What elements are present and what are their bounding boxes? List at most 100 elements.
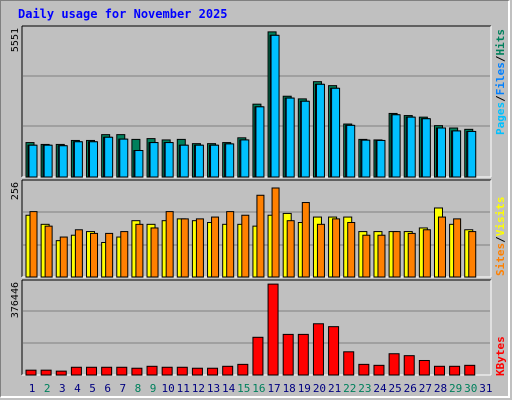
- bar-sites: [165, 211, 174, 278]
- bar-kbytes: [373, 364, 385, 376]
- bar-kbytes: [176, 366, 188, 376]
- bar-pages: [361, 139, 371, 178]
- bar-pages: [164, 142, 174, 178]
- bar-kbytes: [449, 365, 461, 376]
- bar-sites: [120, 231, 129, 278]
- bar-pages: [58, 145, 68, 178]
- bar-pages: [194, 144, 204, 178]
- bar-pages: [240, 139, 250, 178]
- bar-kbytes: [86, 366, 98, 376]
- x-tick-label: 17: [267, 382, 280, 395]
- chart-title: Daily usage for November 2025: [18, 7, 228, 21]
- bar-sites: [29, 211, 38, 278]
- bar-pages: [134, 150, 144, 178]
- legend-label-kbytes: KBytes: [494, 336, 507, 376]
- bar-kbytes: [433, 365, 445, 376]
- bar-sites: [150, 227, 159, 278]
- y-max-label: 376446: [10, 282, 21, 318]
- bar-sites: [195, 218, 204, 278]
- bar-pages: [421, 118, 431, 178]
- bar-kbytes: [388, 353, 400, 376]
- x-tick-label: 3: [59, 382, 66, 395]
- x-tick-label: 19: [298, 382, 311, 395]
- bar-kbytes: [282, 333, 294, 376]
- bar-pages: [406, 116, 416, 178]
- bar-kbytes: [207, 367, 219, 376]
- legend-label-pages: Pages: [494, 102, 507, 135]
- legend-top: Pages/Files/Hits: [494, 29, 507, 135]
- bar-sites: [286, 220, 295, 278]
- bar-pages: [300, 100, 310, 178]
- bar-sites: [44, 225, 53, 278]
- x-tick-label: 14: [222, 382, 236, 395]
- legend-middle: Sites/Visits: [494, 197, 507, 277]
- bar-sites: [59, 236, 68, 278]
- x-tick-label: 6: [104, 382, 111, 395]
- legend-label-sites: Sites: [494, 243, 507, 276]
- bar-pages: [179, 144, 189, 178]
- bar-pages: [467, 130, 477, 178]
- bar-sites: [362, 234, 371, 278]
- bar-kbytes: [418, 359, 430, 376]
- x-tick-label: 9: [150, 382, 157, 395]
- bar-sites: [74, 229, 83, 278]
- x-tick-label: 16: [252, 382, 265, 395]
- bar-kbytes: [464, 364, 476, 376]
- x-tick-label: 8: [135, 382, 142, 395]
- x-tick-label: 30: [464, 382, 477, 395]
- bar-kbytes: [40, 369, 52, 376]
- bar-pages: [149, 142, 159, 178]
- bar-kbytes: [25, 369, 37, 376]
- x-tick-label: 7: [119, 382, 126, 395]
- x-tick-label: 10: [162, 382, 175, 395]
- x-tick-label: 28: [434, 382, 447, 395]
- bar-kbytes: [222, 365, 234, 376]
- bar-pages: [315, 83, 325, 178]
- bar-kbytes: [191, 367, 203, 376]
- x-tick-label: 25: [388, 382, 401, 395]
- bar-kbytes: [252, 336, 264, 376]
- bar-sites: [271, 187, 280, 278]
- bar-kbytes: [237, 363, 249, 376]
- bar-pages: [73, 141, 83, 178]
- legend-label-hits: Hits: [494, 29, 507, 56]
- bar-kbytes: [343, 351, 355, 376]
- bar-pages: [255, 106, 265, 178]
- x-tick-label: 24: [373, 382, 387, 395]
- bar-kbytes: [312, 323, 324, 376]
- legend-separator: /: [494, 55, 507, 62]
- bar-sites: [347, 222, 356, 278]
- bar-pages: [225, 143, 235, 178]
- bar-kbytes: [55, 370, 67, 376]
- bar-pages: [452, 130, 462, 178]
- bar-sites: [468, 231, 477, 278]
- x-tick-label: 11: [177, 382, 190, 395]
- bar-sites: [90, 232, 99, 278]
- x-tick-label: 31: [479, 382, 492, 395]
- bar-pages: [89, 141, 99, 178]
- bar-pages: [28, 144, 38, 178]
- bar-sites: [301, 202, 310, 278]
- legend-separator: /: [494, 236, 507, 243]
- bar-sites: [241, 214, 250, 278]
- bar-kbytes: [403, 355, 415, 376]
- bar-pages: [391, 114, 401, 178]
- x-tick-label: 4: [74, 382, 81, 395]
- bar-sites: [180, 218, 189, 278]
- x-tick-label: 13: [207, 382, 220, 395]
- bar-kbytes: [161, 366, 173, 376]
- bar-pages: [119, 138, 129, 178]
- legend-bottom: KBytes: [494, 336, 507, 376]
- x-tick-label: 29: [449, 382, 462, 395]
- bar-sites: [226, 211, 235, 278]
- bar-pages: [270, 34, 280, 178]
- bar-sites: [332, 218, 341, 278]
- bar-kbytes: [328, 326, 340, 376]
- bar-kbytes: [131, 367, 143, 376]
- bar-sites: [437, 216, 446, 278]
- bar-kbytes: [267, 283, 279, 376]
- y-max-label: 256: [10, 182, 21, 200]
- x-tick-label: 18: [283, 382, 296, 395]
